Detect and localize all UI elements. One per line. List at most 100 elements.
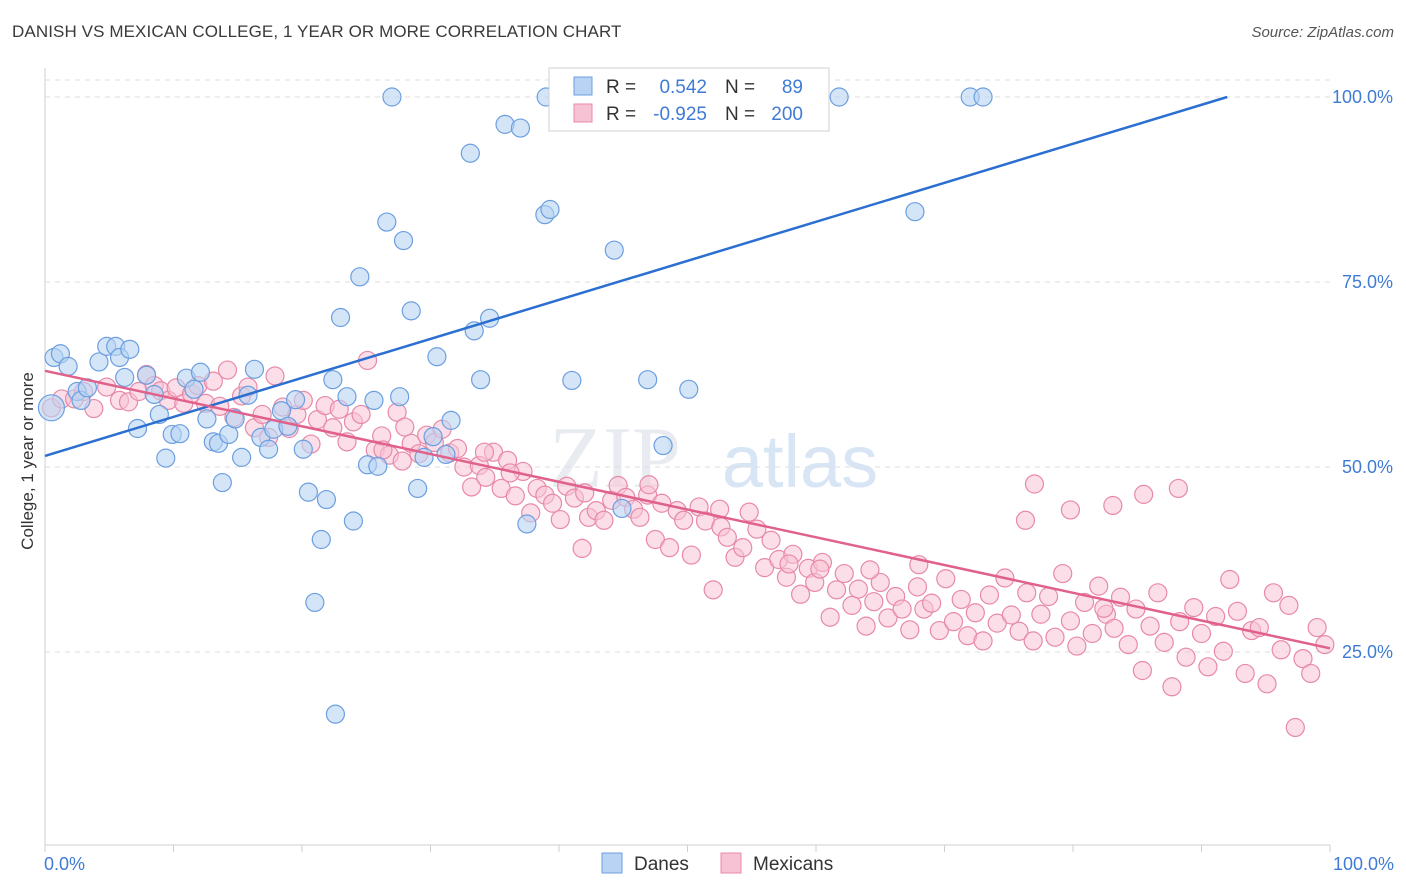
- danes-point: [393, 230, 414, 251]
- mexicans-point: [1307, 617, 1327, 638]
- danes-point: [136, 365, 157, 385]
- mexicans-point: [1074, 592, 1095, 613]
- mexicans-point: [1271, 640, 1291, 660]
- mexicans-point: [907, 577, 928, 597]
- mexicans-point: [1067, 636, 1087, 656]
- danes-point: [293, 439, 313, 459]
- mexicans-trend-line: [44, 369, 1331, 650]
- danes-point: [190, 362, 211, 382]
- danes-point: [244, 359, 265, 379]
- danes-point: [653, 435, 673, 456]
- mexicans-point: [217, 360, 238, 380]
- mexicans-point: [1168, 478, 1188, 499]
- mexicans-point: [1148, 583, 1168, 603]
- danes-point: [197, 409, 217, 429]
- mexicans-point: [1184, 597, 1204, 618]
- mexicans-point: [973, 631, 993, 651]
- mexicans-point: [929, 620, 949, 641]
- mexicans-point: [733, 538, 753, 558]
- mexicans-point: [1103, 495, 1123, 516]
- gridlines: [45, 79, 1330, 653]
- danes-point: [638, 370, 658, 390]
- mexicans-point: [639, 475, 659, 495]
- mexicans-point: [1162, 677, 1182, 697]
- danes-point: [436, 444, 456, 465]
- danes-point: [604, 240, 624, 260]
- legend-bottom-swatch-danes: [601, 852, 623, 874]
- y-axis-title: College, 1 year or more: [18, 372, 37, 550]
- axes: [44, 68, 1331, 852]
- mexicans-point: [965, 603, 985, 623]
- trend-lines: [44, 95, 1331, 650]
- danes-point: [364, 390, 384, 410]
- y-tick-label: 75.0%: [1342, 272, 1393, 292]
- mexicans-point: [1023, 631, 1043, 651]
- mexicans-point: [1220, 569, 1240, 590]
- danes-point: [311, 529, 331, 550]
- danes-point: [973, 87, 993, 107]
- mexicans-point: [860, 560, 880, 580]
- danes-point: [258, 439, 279, 459]
- legend-swatch-mexicans: [573, 103, 593, 123]
- danes-point: [350, 267, 370, 287]
- danes-point: [115, 367, 135, 388]
- mexicans-point: [900, 620, 920, 640]
- mexicans-point: [779, 554, 799, 574]
- danes-point: [316, 489, 337, 510]
- mexicans-point: [645, 529, 665, 550]
- mexicans-point: [1257, 674, 1277, 694]
- mexicans-point: [987, 613, 1007, 633]
- mexicans-point: [717, 527, 737, 547]
- mexicans-point: [1285, 717, 1305, 738]
- mexicans-point: [754, 558, 775, 578]
- danes-point: [58, 356, 78, 376]
- mexicans-point: [1235, 663, 1255, 684]
- mexicans-point: [1140, 616, 1160, 636]
- mexicans-point: [790, 584, 811, 604]
- mexicans-point: [1038, 586, 1059, 607]
- legend-series: Danes Mexicans: [601, 852, 833, 875]
- danes-point: [323, 370, 343, 390]
- legend-bottom-swatch-mexicans: [720, 852, 742, 874]
- mexicans-point: [1082, 623, 1102, 644]
- danes-point: [120, 339, 140, 359]
- mexicans-point: [1134, 484, 1154, 504]
- danes-point: [408, 478, 428, 499]
- mexicans-point: [810, 559, 830, 579]
- danes-point: [382, 87, 402, 107]
- legend-swatch-danes: [573, 76, 593, 96]
- mexicans-point: [1053, 563, 1073, 584]
- danes-point: [829, 87, 849, 107]
- danes-point: [905, 202, 925, 222]
- danes-point: [37, 394, 66, 422]
- mexicans-point: [1191, 623, 1212, 644]
- mexicans-point: [572, 538, 592, 559]
- danes-trend-line: [44, 95, 1228, 458]
- mexicans-point: [1015, 510, 1036, 530]
- danes-point: [612, 498, 632, 519]
- mexicans-point: [848, 579, 869, 599]
- mexicans-point: [979, 585, 1000, 605]
- x-tick-label-min: 0.0%: [44, 854, 85, 874]
- legend-r-value-danes: 0.542: [659, 77, 707, 98]
- danes-point: [510, 118, 531, 138]
- y-tick-labels: 25.0% 50.0% 75.0% 100.0%: [1332, 87, 1393, 662]
- mexicans-point: [826, 580, 847, 600]
- mexicans-point: [1213, 641, 1233, 661]
- mexicans-point: [1132, 660, 1152, 681]
- mexicans-point: [870, 572, 890, 593]
- mexicans-point: [922, 593, 942, 613]
- mexicans-point: [943, 612, 964, 632]
- mexicans-point: [820, 607, 840, 627]
- danes-point: [305, 592, 325, 613]
- mexicans-point: [1089, 576, 1109, 596]
- legend-r-value-mexicans: -0.925: [653, 104, 707, 125]
- danes-point: [401, 301, 421, 321]
- mexicans-points: [41, 350, 1335, 738]
- danes-point: [170, 424, 190, 444]
- mexicans-point: [505, 486, 525, 506]
- mexicans-point: [1206, 606, 1226, 627]
- danes-point: [562, 370, 582, 391]
- danes-point: [232, 447, 252, 467]
